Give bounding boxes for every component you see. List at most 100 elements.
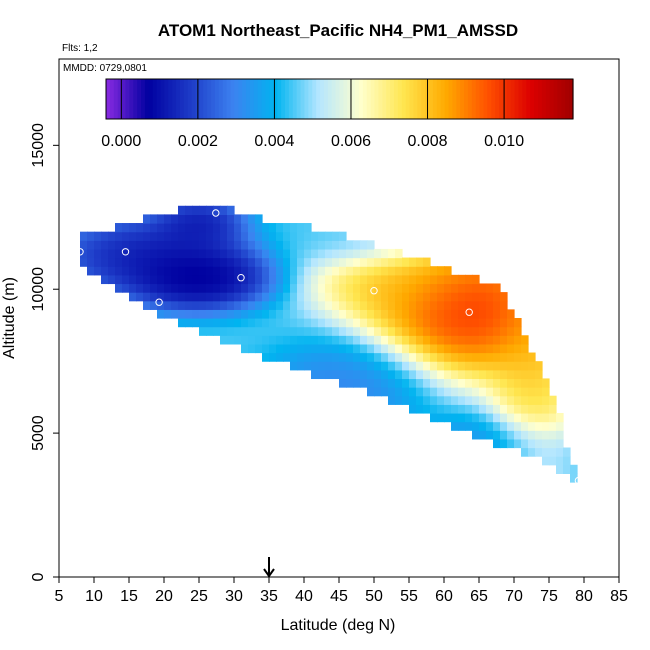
heatmap-cell	[360, 361, 368, 371]
heatmap-cell	[493, 300, 501, 310]
heatmap-cell	[493, 438, 501, 449]
heatmap-cell	[164, 257, 172, 267]
heatmap-cell	[479, 292, 487, 302]
heatmap-cell	[206, 283, 214, 293]
colorbar-segment	[541, 79, 547, 119]
heatmap-cell	[115, 274, 123, 285]
heatmap-cell	[171, 266, 179, 276]
heatmap-cell	[234, 335, 242, 345]
heatmap-cell	[220, 292, 228, 302]
heatmap-cell	[409, 257, 417, 267]
heatmap-cell	[395, 266, 403, 276]
colorbar-segment	[475, 79, 481, 119]
x-tick-label: 30	[225, 588, 243, 605]
heatmap-cell	[248, 257, 256, 267]
heatmap-cell	[423, 404, 431, 414]
colorbar-segment	[168, 79, 173, 119]
heatmap-cell	[486, 369, 494, 380]
heatmap-cell	[227, 257, 235, 267]
heatmap-cell	[451, 361, 459, 371]
heatmap-cell	[500, 292, 508, 302]
heatmap-cell	[458, 361, 466, 371]
heatmap-cell	[157, 248, 165, 259]
heatmap-cell	[395, 352, 403, 362]
heatmap-cell	[472, 292, 480, 302]
heatmap-cell	[353, 274, 361, 285]
colorbar-segment	[432, 79, 438, 119]
heatmap-cell	[423, 283, 431, 293]
heatmap-cell	[388, 335, 396, 345]
heatmap-cell	[493, 369, 501, 380]
heatmap-cell	[451, 387, 459, 397]
heatmap-cell	[248, 231, 256, 241]
heatmap-cell	[472, 300, 480, 310]
heatmap-cell	[514, 438, 522, 449]
heatmap-cell	[297, 231, 305, 241]
heatmap-cell	[528, 404, 536, 414]
heatmap-cell	[493, 343, 501, 354]
heatmap-cell	[353, 300, 361, 310]
x-tick-label: 45	[330, 588, 348, 605]
chart-title: ATOM1 Northeast_Pacific NH4_PM1_AMSSD	[158, 21, 518, 40]
heatmap-cell	[234, 283, 242, 293]
heatmap-cell	[423, 335, 431, 345]
heatmap-cell	[325, 274, 333, 285]
heatmap-cell	[192, 274, 200, 285]
heatmap-cell	[395, 274, 403, 285]
heatmap-cell	[388, 309, 396, 319]
heatmap-cell	[304, 318, 312, 328]
heatmap-cell	[262, 343, 270, 354]
colorbar-segment	[495, 79, 500, 119]
colorbar-segment	[327, 79, 333, 119]
heatmap-cell	[220, 223, 228, 233]
heatmap-cell	[255, 223, 263, 233]
heatmap-cell	[241, 309, 249, 319]
heatmap-cell	[507, 378, 515, 388]
heatmap-cell	[276, 266, 284, 276]
heatmap-cell	[430, 274, 438, 285]
marker-head	[263, 568, 275, 578]
heatmap-cell	[199, 231, 207, 241]
heatmap-cell	[171, 240, 179, 250]
heatmap-cell	[542, 438, 550, 449]
heatmap-cell	[220, 205, 228, 215]
heatmap-cell	[507, 309, 515, 319]
heatmap-cell	[157, 214, 165, 224]
heatmap-cell	[290, 223, 298, 233]
colorbar-segment	[304, 79, 309, 119]
heatmap-cell	[325, 248, 333, 259]
heatmap-cell	[472, 404, 480, 414]
heatmap-cell	[304, 257, 312, 267]
heatmap-cell	[304, 335, 312, 345]
heatmap-cell	[192, 205, 200, 215]
heatmap-cell	[472, 283, 480, 293]
heatmap-cell	[108, 231, 116, 241]
heatmap-cell	[395, 248, 403, 259]
heatmap-cell	[416, 369, 424, 380]
heatmap-cell	[430, 361, 438, 371]
heatmap-cell	[206, 214, 214, 224]
heatmap-cell	[521, 378, 529, 388]
heatmap-cell	[521, 438, 529, 449]
heatmap-cell	[500, 335, 508, 345]
colorbar-segment	[479, 79, 485, 119]
heatmap-cell	[542, 447, 550, 457]
heatmap-cell	[269, 300, 277, 310]
heatmap-cell	[451, 309, 459, 319]
y-tick-label: 5000	[30, 415, 47, 451]
heatmap-cell	[423, 326, 431, 336]
heatmap-cell	[241, 266, 249, 276]
heatmap-cell	[430, 318, 438, 328]
heatmap-cell	[500, 318, 508, 328]
heatmap-cell	[101, 274, 109, 285]
heatmap-cell	[556, 456, 564, 466]
heatmap-cell	[472, 421, 480, 431]
x-tick-label: 25	[190, 588, 208, 605]
colorbar-segment	[218, 79, 224, 119]
heatmap-cell	[346, 326, 354, 336]
heatmap-cell	[297, 343, 305, 354]
heatmap-cell	[318, 248, 326, 259]
heatmap-cell	[402, 343, 410, 354]
heatmap-cell	[535, 387, 543, 397]
heatmap-cell	[353, 326, 361, 336]
